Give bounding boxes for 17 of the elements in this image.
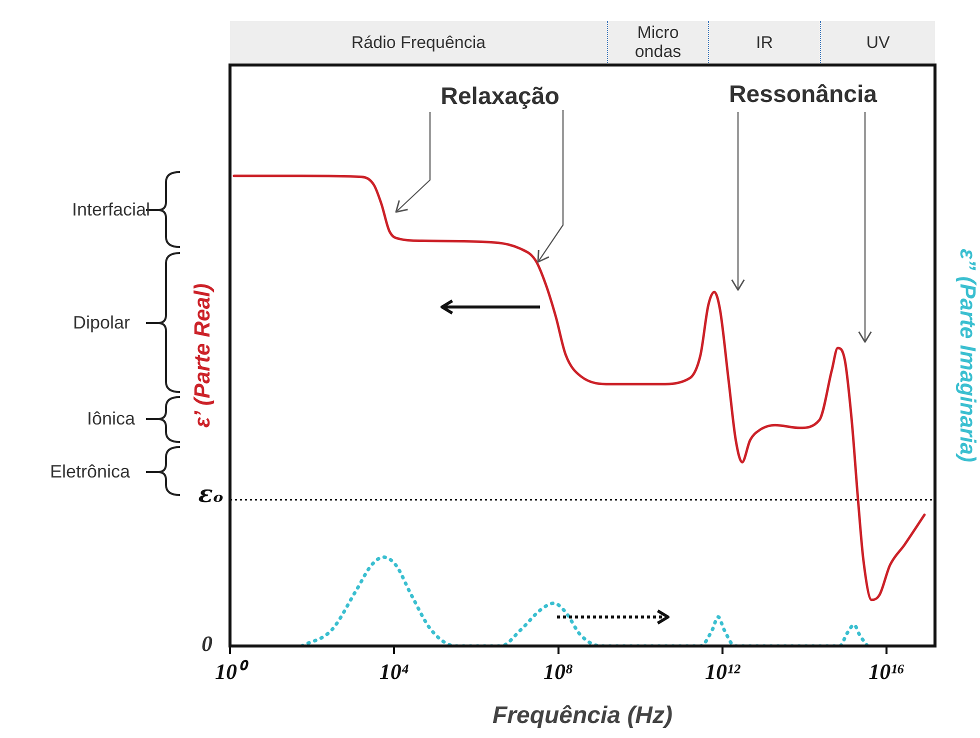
text: Eletrônica bbox=[50, 462, 130, 482]
text: Relaxação bbox=[440, 83, 560, 111]
x-tick-label: 10⁸ bbox=[544, 658, 574, 684]
text: Dipolar bbox=[72, 312, 130, 334]
text: 0 bbox=[202, 631, 212, 657]
y-axis-title: ε’ (Parte Real) bbox=[189, 283, 214, 428]
y2-axis-title: ε” (Parte Imaginaria) bbox=[956, 248, 980, 462]
x-axis-title: Frequência (Hz) bbox=[492, 702, 673, 730]
text: Interfacial bbox=[72, 200, 150, 220]
text: Ressonância bbox=[728, 81, 878, 109]
ref-line-label: εₒ bbox=[198, 479, 224, 508]
header-strip: Rádio Frequência Micro ondas IR UV bbox=[230, 21, 935, 63]
x-tick-label: 10⁰ bbox=[215, 658, 249, 684]
x-tick-label: 10¹⁶ bbox=[868, 658, 905, 684]
x-tick-label: 10¹² bbox=[704, 658, 741, 684]
text: Iônica bbox=[86, 408, 135, 430]
x-tick-label: 10⁴ bbox=[379, 658, 410, 684]
